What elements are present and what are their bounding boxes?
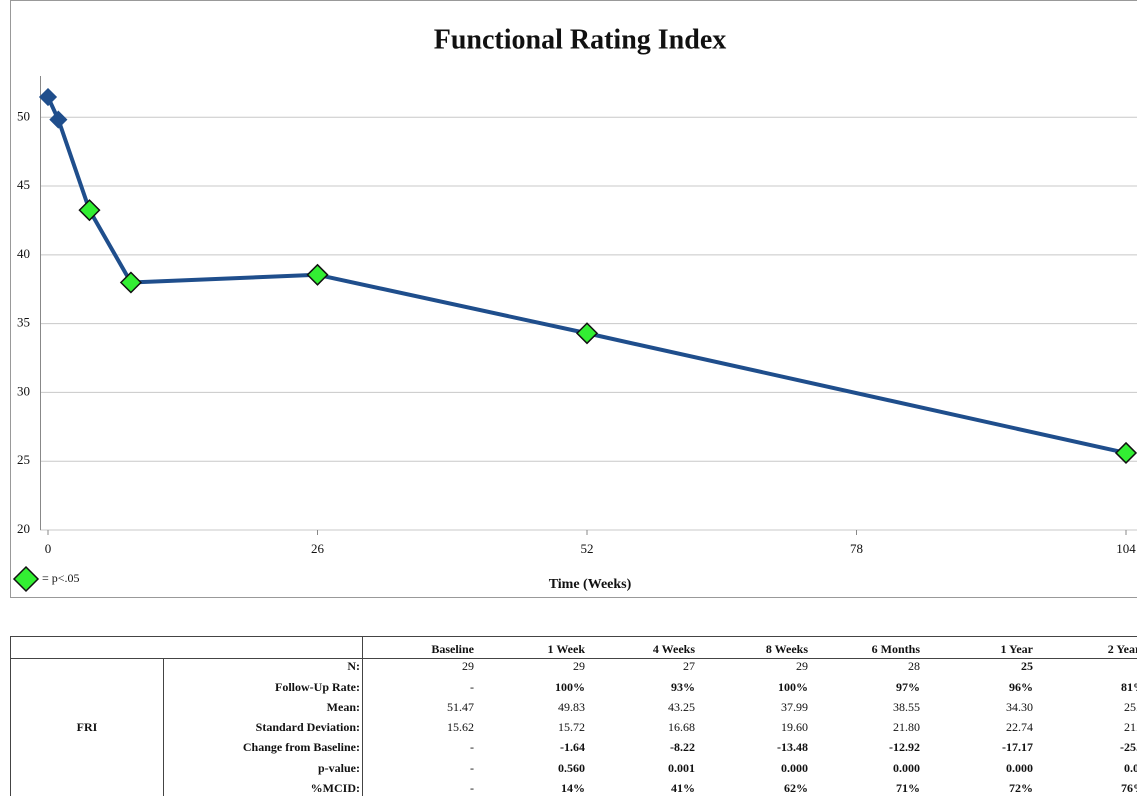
table-cell: 0.001 — [668, 761, 695, 775]
table-cell: 0.00 — [1124, 761, 1137, 775]
row-label: Mean: — [327, 700, 360, 714]
table-cell: 38.55 — [893, 700, 920, 714]
table-cell: 0.560 — [558, 761, 585, 775]
marker — [1114, 441, 1137, 465]
table-cell: 29 — [462, 659, 474, 673]
table-cell: 25 — [1021, 659, 1033, 673]
y-tick-label: 50 — [17, 108, 30, 123]
table-header: 8 Weeks — [766, 642, 808, 656]
table-cell: 51.47 — [447, 700, 474, 714]
table-header: Baseline — [431, 642, 474, 656]
table-cell: 15.62 — [447, 720, 474, 734]
table-cell: 41% — [671, 781, 695, 795]
table-cell: 14% — [561, 781, 585, 795]
chart-title: Functional Rating Index — [434, 24, 727, 55]
table-cell: 76% — [1121, 781, 1137, 795]
table-cell: 97% — [896, 680, 920, 694]
table-cell: -1.64 — [560, 740, 585, 754]
table-cell: - — [470, 740, 474, 754]
table-header: 1 Year — [1000, 642, 1033, 656]
y-tick-label: 30 — [17, 383, 30, 398]
table-cell: 71% — [896, 781, 920, 795]
table-cell: 27 — [683, 659, 695, 673]
row-label: N: — [347, 659, 360, 673]
table-cell: -8.22 — [670, 740, 695, 754]
y-tick-label: 20 — [17, 521, 30, 536]
x-tick-label: 26 — [311, 541, 325, 556]
table-cell: 62% — [784, 781, 808, 795]
marker — [49, 110, 68, 129]
table-header: 6 Months — [872, 642, 921, 656]
marker — [78, 199, 101, 222]
table-cell: 34.30 — [1006, 700, 1033, 714]
legend-label: = p<.05 — [42, 571, 80, 585]
table-cell: -13.48 — [777, 740, 808, 754]
table-header: 1 Week — [548, 642, 586, 656]
table-cell: 29 — [573, 659, 585, 673]
table-frame — [10, 636, 1137, 796]
row-label: p-value: — [318, 761, 360, 775]
table-cell: - — [470, 781, 474, 795]
table-header: 4 Weeks — [653, 642, 695, 656]
x-tick-label: 52 — [581, 541, 594, 556]
table-cell: -25.8 — [1120, 740, 1137, 754]
y-tick-label: 40 — [17, 246, 30, 261]
table-cell: -12.92 — [889, 740, 920, 754]
marker — [38, 87, 58, 107]
line — [46, 96, 1127, 455]
table-cell: 21.80 — [893, 720, 920, 734]
table-cell: 16.68 — [668, 720, 695, 734]
table-cell: 28 — [908, 659, 920, 673]
table-cell: 49.83 — [558, 700, 585, 714]
x-tick-label: 78 — [850, 541, 863, 556]
table-cell: 21.7 — [1124, 720, 1137, 734]
row-label: Follow-Up Rate: — [275, 680, 360, 694]
table-group-label: FRI — [77, 720, 98, 734]
table-cell: 100% — [778, 680, 808, 694]
table-cell: 100% — [555, 680, 585, 694]
table-header: 2 Years — [1108, 642, 1137, 656]
x-tick-label: 104 — [1116, 541, 1136, 556]
table-cell: 22.74 — [1006, 720, 1033, 734]
table-cell: 81% — [1121, 680, 1137, 694]
chart-frame — [10, 0, 1137, 598]
table-cell: 15.72 — [558, 720, 585, 734]
table-cell: 29 — [796, 659, 808, 673]
table-cell: - — [470, 761, 474, 775]
y-tick-label: 45 — [17, 177, 30, 192]
table-cell: 19.60 — [781, 720, 808, 734]
table-cell: 43.25 — [668, 700, 695, 714]
y-tick-label: 35 — [17, 315, 30, 330]
table-cell: 93% — [671, 680, 695, 694]
marker — [306, 263, 329, 286]
legend-marker — [12, 565, 40, 593]
table-cell: 37.99 — [781, 700, 808, 714]
table-cell: 25.6 — [1124, 700, 1137, 714]
table-cell: 72% — [1009, 781, 1033, 795]
x-tick-label: 0 — [45, 541, 52, 556]
marker — [575, 322, 599, 345]
table-cell: 96% — [1009, 680, 1033, 694]
table-cell: 0.000 — [893, 761, 920, 775]
row-label: Standard Deviation: — [256, 720, 360, 734]
table-cell: - — [470, 680, 474, 694]
row-label: %MCID: — [311, 781, 360, 795]
table-cell: -17.17 — [1002, 740, 1033, 754]
marker — [119, 271, 142, 294]
x-axis-label: Time (Weeks) — [549, 577, 632, 592]
row-label: Change from Baseline: — [243, 740, 360, 754]
table-cell: 0.000 — [1006, 761, 1033, 775]
table-cell: 0.000 — [781, 761, 808, 775]
y-tick-label: 25 — [17, 452, 30, 467]
